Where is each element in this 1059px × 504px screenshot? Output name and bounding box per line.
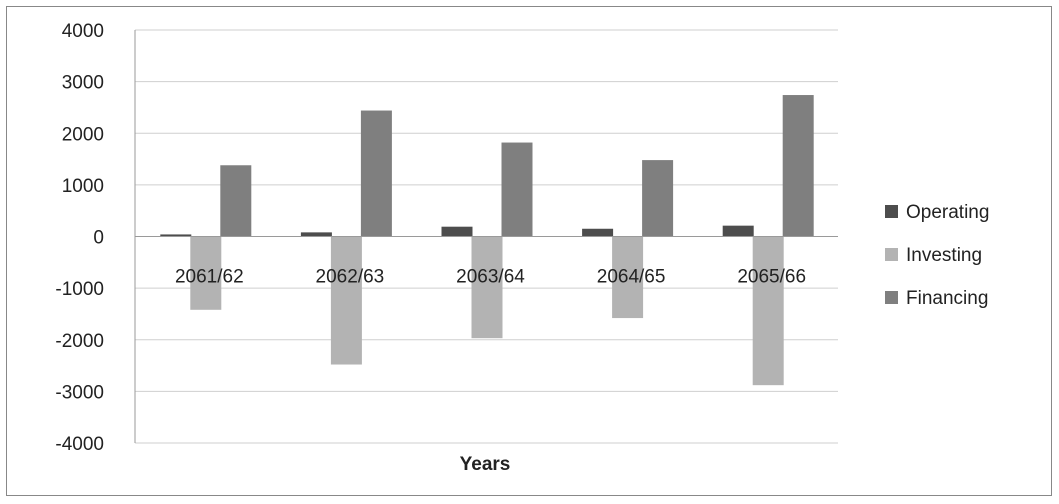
y-tick-label: -1000	[55, 279, 104, 300]
bar-operating	[722, 225, 754, 237]
y-tick-label: 2000	[62, 124, 104, 145]
bar-investing	[752, 236, 784, 386]
category-label: 2065/66	[737, 267, 806, 288]
bar-financing	[501, 142, 533, 237]
legend-swatch-financing	[885, 291, 898, 304]
chart-frame	[6, 6, 1052, 496]
bar-investing	[190, 236, 222, 310]
bar-investing	[612, 236, 644, 319]
bar-operating	[300, 232, 332, 237]
bar-operating	[160, 234, 192, 237]
category-label: 2064/65	[597, 267, 666, 288]
bar-operating	[582, 228, 614, 237]
category-label: 2063/64	[456, 267, 525, 288]
x-axis-label: Years	[460, 454, 511, 475]
legend-label-operating: Operating	[906, 202, 989, 223]
bar-financing	[360, 110, 392, 237]
y-tick-label: -3000	[55, 382, 104, 403]
bar-investing	[330, 236, 362, 365]
y-tick-label: 4000	[62, 21, 104, 42]
bar-financing	[782, 95, 814, 237]
y-axis-ticks: 4000 3000 2000 1000 0 -1000 -2000 -3000 -4000	[55, 21, 104, 455]
legend-label-investing: Investing	[906, 245, 982, 266]
legend-swatch-investing	[885, 248, 898, 261]
bar-investing	[471, 236, 503, 339]
legend-swatch-operating	[885, 205, 898, 218]
bars	[160, 95, 814, 386]
y-tick-label: 0	[93, 228, 104, 249]
legend-label-financing: Financing	[906, 288, 988, 309]
category-label: 2061/62	[175, 267, 244, 288]
category-label: 2062/63	[316, 267, 385, 288]
y-tick-label: 3000	[62, 73, 104, 94]
bar-financing	[642, 160, 674, 237]
bar-financing	[220, 165, 252, 237]
y-tick-label: -4000	[55, 434, 104, 455]
y-tick-label: -2000	[55, 331, 104, 352]
legend: Operating Investing Financing	[885, 202, 989, 309]
category-labels: 2061/62 2062/63 2063/64 2064/65 2065/66	[175, 267, 806, 288]
axes	[134, 30, 838, 443]
bar-operating	[441, 226, 473, 237]
y-tick-label: 1000	[62, 176, 104, 197]
